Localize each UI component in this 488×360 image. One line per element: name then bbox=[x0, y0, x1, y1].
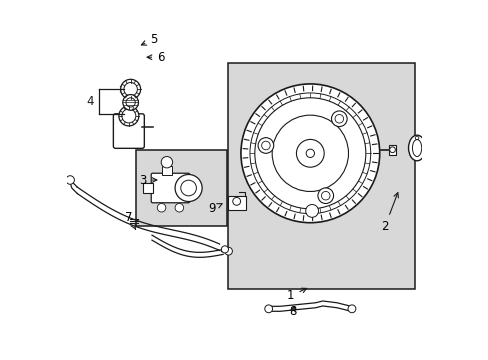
Circle shape bbox=[305, 204, 318, 217]
Circle shape bbox=[347, 305, 355, 313]
Circle shape bbox=[264, 305, 272, 313]
Bar bbox=[228, 196, 245, 210]
Text: 9: 9 bbox=[208, 202, 222, 215]
Bar bbox=[228, 63, 414, 288]
Circle shape bbox=[389, 147, 395, 153]
FancyBboxPatch shape bbox=[113, 114, 144, 148]
Text: 4: 4 bbox=[86, 95, 93, 108]
Bar bbox=[161, 166, 172, 175]
Circle shape bbox=[175, 203, 183, 212]
Circle shape bbox=[121, 79, 141, 99]
Text: 7: 7 bbox=[125, 211, 135, 229]
Circle shape bbox=[66, 176, 74, 184]
Circle shape bbox=[224, 247, 232, 255]
Circle shape bbox=[122, 95, 138, 110]
Text: 5: 5 bbox=[141, 33, 157, 46]
Text: 1: 1 bbox=[286, 288, 306, 302]
Circle shape bbox=[175, 175, 202, 202]
Circle shape bbox=[254, 98, 365, 209]
Text: 3: 3 bbox=[139, 174, 157, 186]
Circle shape bbox=[331, 111, 346, 127]
Text: 8: 8 bbox=[288, 305, 296, 318]
Text: 2: 2 bbox=[381, 193, 398, 233]
Bar bbox=[142, 183, 152, 193]
Bar bbox=[388, 145, 395, 155]
Bar bbox=[136, 150, 226, 226]
Circle shape bbox=[157, 203, 165, 212]
FancyBboxPatch shape bbox=[151, 173, 189, 203]
Circle shape bbox=[241, 84, 379, 223]
Circle shape bbox=[161, 157, 172, 168]
Ellipse shape bbox=[407, 135, 425, 161]
Circle shape bbox=[317, 188, 333, 203]
Text: 6: 6 bbox=[147, 51, 164, 64]
Circle shape bbox=[258, 138, 273, 153]
Circle shape bbox=[221, 246, 228, 253]
Circle shape bbox=[119, 106, 139, 126]
